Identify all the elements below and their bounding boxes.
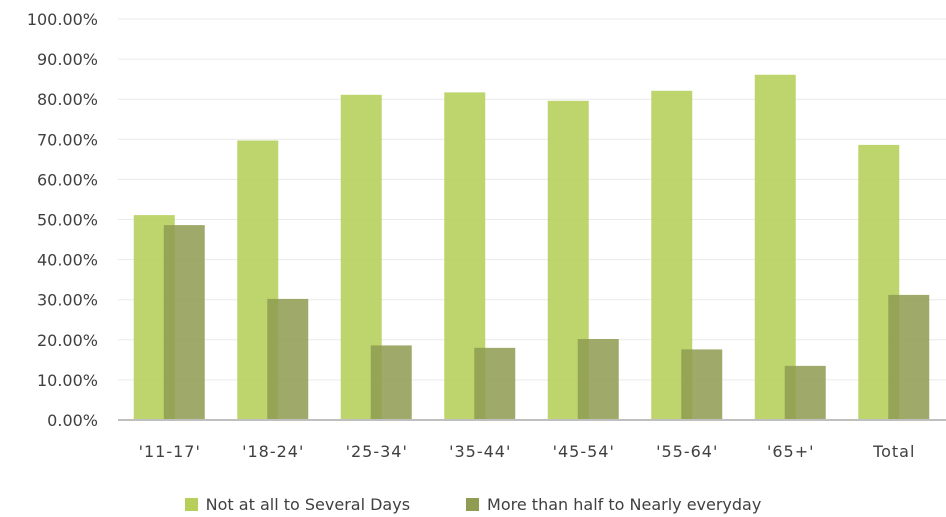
y-tick-label: 70.00% — [37, 130, 98, 149]
legend-swatch-series-1 — [184, 497, 198, 511]
y-tick-label: 40.00% — [37, 251, 98, 270]
y-tick-label: 90.00% — [37, 50, 98, 69]
legend-label-series-1: Not at all to Several Days — [205, 494, 411, 514]
bar-series-2 — [163, 225, 205, 420]
bar-series-2 — [888, 294, 930, 420]
y-tick-label: 20.00% — [37, 331, 98, 350]
legend-item-series-1: Not at all to Several Days — [184, 494, 411, 514]
legend: Not at all to Several Days More than hal… — [0, 491, 946, 517]
legend-swatch-series-2 — [466, 497, 480, 511]
y-axis-tick-labels: 0.00% 10.00% 20.00% 30.00% 40.00% 50.00% 60.00… — [27, 10, 98, 430]
y-tick-label: 10.00% — [37, 371, 98, 390]
bar-series-2 — [784, 365, 826, 420]
bar-series-2 — [577, 338, 619, 420]
y-tick-label: 100.00% — [27, 10, 98, 29]
y-tick-label: 30.00% — [37, 291, 98, 310]
x-category-label: '18-24' — [242, 442, 304, 461]
bar-series-2 — [370, 345, 412, 420]
x-axis-category-labels: '11-17' '18-24' '25-34' '35-44' '45-54' '55-6… — [139, 442, 915, 461]
x-category-label: '11-17' — [139, 442, 201, 461]
bar-series-2 — [681, 349, 723, 420]
x-category-label: '65+' — [767, 442, 815, 461]
legend-item-series-2: More than half to Nearly everyday — [466, 495, 761, 514]
x-category-label: Total — [872, 442, 915, 461]
x-category-label: '25-34' — [346, 442, 408, 461]
bar-series-2 — [267, 298, 309, 420]
bar-series-2 — [474, 347, 516, 420]
bars — [133, 74, 930, 421]
x-category-label: '45-54' — [553, 442, 615, 461]
y-tick-label: 50.00% — [37, 211, 98, 230]
legend-label-series-2: More than half to Nearly everyday — [487, 494, 762, 514]
bar-chart: 0.00% 10.00% 20.00% 30.00% 40.00% 50.00% 60.00… — [27, 10, 946, 461]
y-tick-label: 60.00% — [37, 170, 98, 189]
y-tick-label: 0.00% — [47, 411, 98, 430]
y-tick-label: 80.00% — [37, 90, 98, 109]
bar-series-1 — [754, 74, 796, 420]
x-category-label: '55-64' — [656, 442, 718, 461]
x-category-label: '35-44' — [449, 442, 511, 461]
